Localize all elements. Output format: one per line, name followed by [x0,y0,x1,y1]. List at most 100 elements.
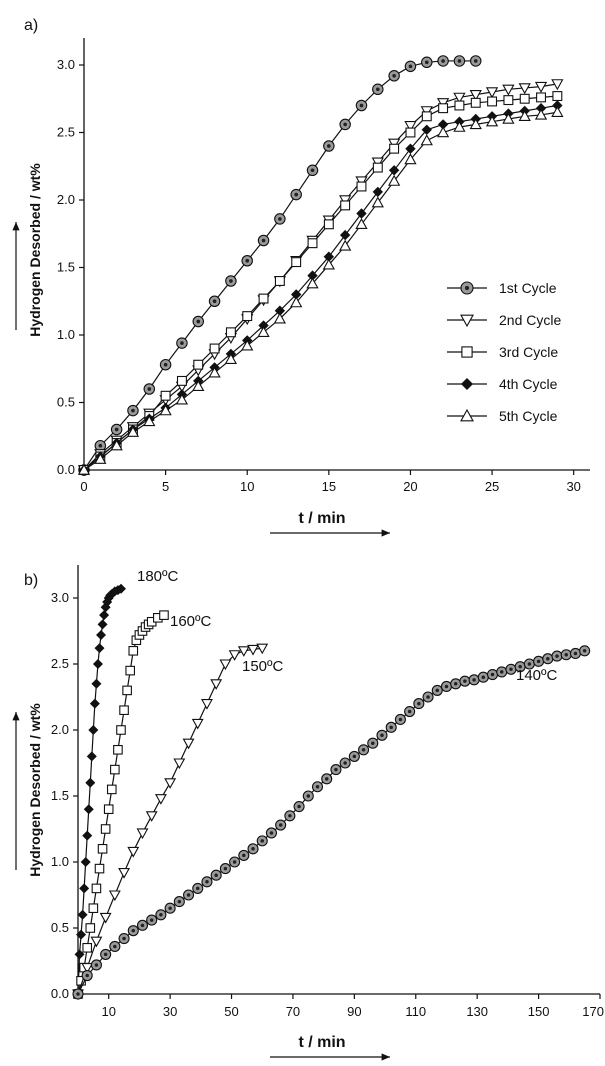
y-tick-label-b: 1.0 [51,854,69,869]
series-b-1 [73,583,126,999]
legend-marker-a [460,314,474,328]
legend-a: 1st Cycle 2nd Cycle 3rd Cycle 4th Cycle 5th … [447,280,561,424]
data-point-a [307,270,318,281]
x-tick-label-b: 50 [224,1004,238,1019]
data-point-a [94,452,107,464]
legend-marker-a [460,408,474,422]
data-point-a [209,343,220,354]
data-point-a [241,339,254,351]
data-point-b-center [251,847,255,851]
data-point-b [94,863,105,874]
series-label-b: 150ºC [242,658,284,675]
data-point-a [126,425,140,437]
data-point-b-center [260,839,264,843]
y-tick-label-a: 1.0 [57,327,75,342]
data-point-a [436,126,450,138]
data-point-b [145,811,158,822]
data-point-a [224,352,238,365]
data-point-a [454,100,465,111]
data-point-a [175,393,189,405]
series-a-5 [77,105,564,475]
data-point-a-center [408,64,413,69]
data-point-b-center [168,906,172,910]
data-point-a [404,121,417,133]
data-point-b [82,942,93,953]
data-point-a [485,87,499,99]
data-point-a-center [131,408,135,413]
data-point-a-center [392,73,396,78]
data-point-a [257,325,270,338]
data-point-a-center [229,279,233,283]
data-point-a-center [441,59,445,63]
data-point-a [372,186,384,198]
data-point-b [85,777,96,788]
x-axis-label-b: t / min [298,1034,345,1051]
data-point-b [125,665,135,676]
data-point-b [108,890,121,902]
x-tick-label-a: 10 [240,479,254,494]
y-tick-label-a: 0.5 [57,395,75,410]
data-point-a-center [343,122,347,127]
data-point-a [242,311,253,322]
legend-label-a: 5th Cycle [499,408,558,424]
x-axis-label-a: t / min [298,510,345,527]
panel-label-a: a) [24,17,38,34]
data-point-b-center [159,913,163,917]
series-b-4 [72,645,591,1000]
data-point-a [290,289,302,300]
data-point-b [80,857,91,867]
data-point-a-center [278,217,282,221]
x-tick-label-a: 5 [162,479,169,494]
data-point-b [77,909,88,920]
x-tick-label-b: 150 [528,1004,550,1019]
data-point-a [503,95,514,106]
data-point-b [159,610,169,620]
y-tick-label-a: 3.0 [57,57,75,72]
data-point-b-center [205,880,209,884]
legend-marker-a [461,346,473,358]
data-point-a [519,93,530,104]
data-point-b [118,868,130,879]
data-point-b [164,778,177,789]
data-point-a [469,89,482,102]
data-point-a [307,238,318,249]
x-tick-label-a: 25 [485,479,499,494]
legend-marker-a-center [464,285,470,291]
data-point-a [193,359,204,370]
legend-marker-a [461,378,473,390]
data-point-a [225,327,236,338]
panel-label-b: b) [24,572,38,589]
data-point-a [534,108,548,120]
data-point-a [306,277,319,289]
data-point-a-center [375,87,380,92]
series-line-a [83,60,476,471]
data-point-b-center [177,899,182,904]
data-point-b-center [131,928,136,933]
data-point-a [485,115,499,127]
data-point-a [77,463,91,475]
data-point-b [79,883,90,894]
data-point-a-center [359,103,364,108]
data-point-b-center [223,866,228,871]
data-point-b-center [297,804,301,809]
data-point-a [208,366,221,378]
data-point-b [85,923,96,933]
data-point-a [273,312,287,324]
data-point-b [99,912,112,924]
data-point-a [404,153,417,165]
data-point-a [389,143,400,154]
data-point-a-center [196,319,201,324]
data-point-b-center [103,952,108,957]
data-point-b-center [122,936,126,941]
x-tick-label-b: 130 [466,1004,488,1019]
data-point-b [96,629,107,640]
data-point-a [159,404,172,416]
data-point-b [182,738,195,750]
data-point-a [405,127,416,138]
data-point-b-center [518,664,522,669]
data-point-b [201,699,213,710]
data-point-a [339,239,352,251]
series-b-3 [72,643,269,1001]
data-point-b [127,846,140,858]
data-point-a-center [424,60,429,65]
